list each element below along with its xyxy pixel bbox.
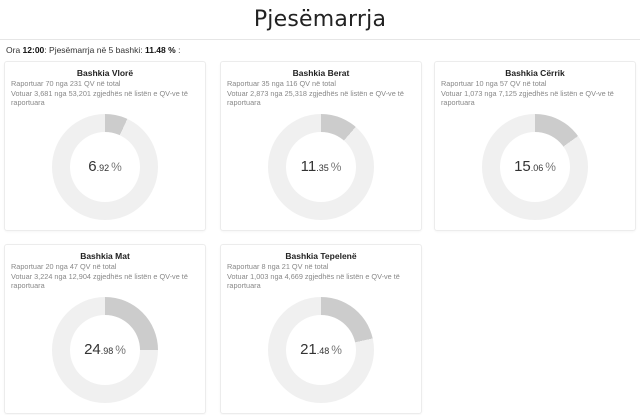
card-title: Bashkia Vlorë xyxy=(76,68,134,78)
summary-value: 11.48 % xyxy=(144,45,176,55)
card-description: Raportuar 35 nga 116 QV në total Votuar 2… xyxy=(227,79,417,108)
card-desc-line: Raportuar 8 nga 21 QV në total Votuar 1,0… xyxy=(227,262,400,291)
donut-hole xyxy=(70,315,140,385)
donut-hole xyxy=(286,132,356,202)
donut-hole xyxy=(70,132,140,202)
donut-chart: 15.06% xyxy=(482,114,588,220)
donut-chart: 21.48% xyxy=(268,297,374,403)
donut-value-label: 11.35% xyxy=(268,158,374,175)
donut-value-label: 15.06% xyxy=(482,158,588,175)
value-int: 6 xyxy=(88,158,97,176)
value-dec: .35 xyxy=(316,163,329,174)
card-berat: Bashkia Berat Raportuar 35 nga 116 QV në… xyxy=(220,61,422,231)
card-tepelene: Bashkia Tepelenë Raportuar 8 nga 21 QV n… xyxy=(220,244,422,414)
value-unit: % xyxy=(111,160,122,175)
summary-suffix: : xyxy=(178,45,181,55)
card-description: Raportuar 20 nga 47 QV në total Votuar 3,… xyxy=(11,262,201,291)
card-desc-line: Raportuar 20 nga 47 QV në total Votuar 3,… xyxy=(11,262,188,291)
summary-prefix: Ora xyxy=(6,45,21,55)
value-dec: .92 xyxy=(96,163,110,174)
value-unit: % xyxy=(331,343,342,358)
card-description: Raportuar 70 nga 231 QV në total Votuar 3… xyxy=(11,79,201,108)
donut-value-label: 24.98% xyxy=(52,341,158,358)
value-dec: .06 xyxy=(530,163,544,174)
donut-hole xyxy=(500,132,570,202)
value-dec: .98 xyxy=(100,346,114,357)
donut-chart: 24.98% xyxy=(52,297,158,403)
page-title: Pjesëmarrja xyxy=(253,7,387,32)
value-int: 21 xyxy=(300,341,317,359)
donut-chart: 6.92% xyxy=(52,114,158,220)
donut-chart: 11.35% xyxy=(268,114,374,220)
value-unit: % xyxy=(330,160,342,175)
card-desc-line: Raportuar 35 nga 116 QV në total Votuar 2… xyxy=(227,79,404,108)
card-description: Raportuar 10 nga 57 QV në total Votuar 1,… xyxy=(441,79,631,108)
value-int: 15 xyxy=(514,158,531,176)
value-unit: % xyxy=(115,343,126,358)
card-title: Bashkia Mat xyxy=(80,251,130,261)
donut-hole xyxy=(286,315,356,385)
card-cerrik: Bashkia Cërrik Raportuar 10 nga 57 QV në… xyxy=(434,61,636,231)
donut-value-label: 6.92% xyxy=(52,158,158,175)
card-mat: Bashkia Mat Raportuar 20 nga 47 QV në to… xyxy=(4,244,206,414)
value-int: 24 xyxy=(84,341,101,359)
card-title: Bashkia Tepelenë xyxy=(285,251,357,261)
value-dec: .48 xyxy=(316,346,330,357)
card-desc-line: Raportuar 10 nga 57 QV në total Votuar 1,… xyxy=(441,79,614,108)
card-description: Raportuar 8 nga 21 QV në total Votuar 1,0… xyxy=(227,262,417,291)
value-int: 11 xyxy=(300,158,317,176)
summary-time: 12:00 xyxy=(22,45,45,55)
card-desc-line: Raportuar 70 nga 231 QV në total Votuar 3… xyxy=(11,79,188,108)
card-title: Bashkia Cërrik xyxy=(505,68,565,78)
value-unit: % xyxy=(545,160,556,175)
header: Pjesëmarrja xyxy=(0,0,640,40)
card-title: Bashkia Berat xyxy=(292,68,350,78)
summary-middle: : Pjesëmarrja në 5 bashki: xyxy=(44,45,143,55)
donut-value-label: 21.48% xyxy=(268,341,374,358)
summary-line: Ora 12:00: Pjesëmarrja në 5 bashki: 11.4… xyxy=(6,45,180,55)
card-vlore: Bashkia Vlorë Raportuar 70 nga 231 QV në… xyxy=(4,61,206,231)
